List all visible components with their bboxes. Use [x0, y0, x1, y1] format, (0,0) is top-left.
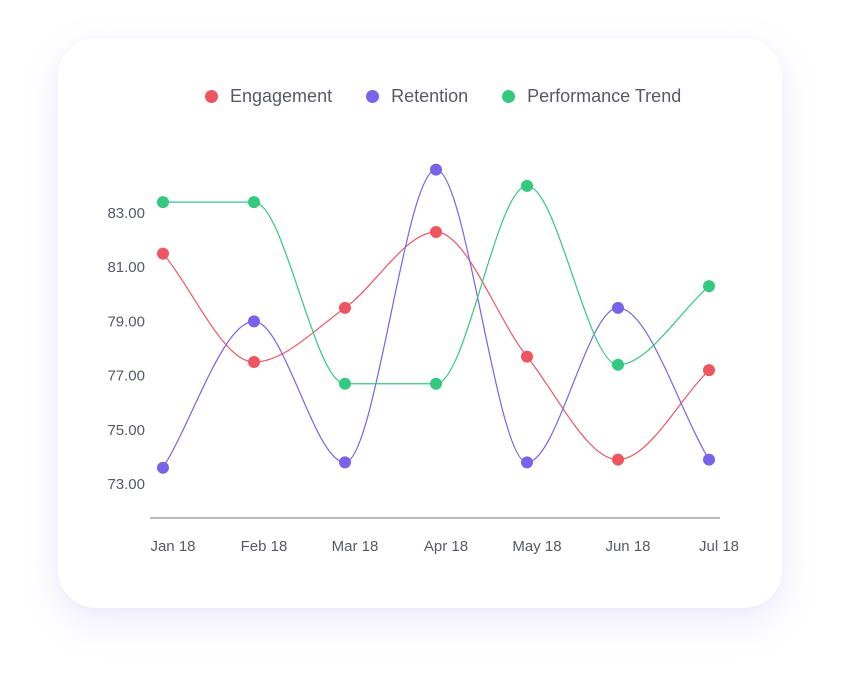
data-point-performance-trend[interactable]	[521, 179, 533, 192]
legend-label-engagement: Engagement	[230, 86, 333, 106]
data-point-engagement[interactable]	[703, 364, 715, 377]
legend-dot-retention	[366, 90, 380, 103]
x-tick-label: Feb 18	[241, 538, 288, 555]
x-axis-ticks: Jan 18 Feb 18 Mar 18 Apr 18 May 18 Jun 18 Jul …	[150, 538, 739, 555]
legend-item-retention[interactable]: Retention	[366, 86, 468, 107]
y-tick-label: 79.00	[107, 313, 145, 330]
data-point-retention[interactable]	[157, 461, 169, 474]
y-axis-ticks: 83.00 81.00 79.00 77.00 75.00 73.00	[107, 205, 145, 493]
data-point-retention[interactable]	[430, 163, 442, 176]
data-point-engagement[interactable]	[521, 350, 533, 363]
chart-legend: Engagement Retention Performance Trend	[205, 86, 681, 107]
data-point-performance-trend[interactable]	[157, 196, 169, 209]
data-point-engagement[interactable]	[430, 225, 442, 238]
series-line-performance-trend	[163, 185, 710, 385]
y-tick-label: 83.00	[107, 205, 145, 222]
legend-label-retention: Retention	[391, 86, 469, 106]
series-line-engagement	[162, 231, 710, 461]
legend-dot-engagement	[205, 90, 218, 103]
data-point-retention[interactable]	[248, 315, 260, 328]
legend-dot-performance-trend	[502, 90, 516, 103]
data-point-retention[interactable]	[521, 456, 533, 469]
data-point-performance-trend[interactable]	[430, 377, 442, 390]
x-tick-label: May 18	[512, 538, 561, 555]
data-point-retention[interactable]	[612, 301, 624, 314]
x-tick-label: Jul 18	[699, 538, 739, 555]
x-tick-label: Jan 18	[150, 538, 195, 555]
data-point-engagement[interactable]	[612, 453, 624, 466]
data-point-engagement[interactable]	[157, 247, 169, 260]
data-point-retention[interactable]	[339, 456, 351, 469]
data-point-engagement[interactable]	[339, 301, 351, 314]
y-tick-label: 81.00	[107, 259, 145, 276]
data-point-performance-trend[interactable]	[248, 196, 260, 209]
data-point-engagement[interactable]	[248, 356, 260, 369]
x-tick-label: Mar 18	[332, 538, 379, 555]
data-point-performance-trend[interactable]	[703, 280, 715, 293]
series-points	[157, 163, 715, 474]
y-tick-label: 77.00	[107, 368, 145, 385]
x-tick-label: Jun 18	[605, 538, 650, 555]
legend-item-engagement[interactable]: Engagement	[205, 86, 332, 107]
y-tick-label: 73.00	[107, 476, 145, 493]
chart-card	[58, 38, 782, 608]
series-line-retention	[162, 169, 710, 469]
legend-item-performance-trend[interactable]: Performance Trend	[502, 86, 681, 107]
legend-label-performance-trend: Performance Trend	[527, 86, 682, 106]
data-point-performance-trend[interactable]	[612, 358, 624, 371]
data-point-performance-trend[interactable]	[339, 377, 351, 390]
data-point-retention[interactable]	[703, 453, 715, 466]
series-lines	[162, 169, 710, 469]
x-tick-label: Apr 18	[424, 538, 468, 555]
y-tick-label: 75.00	[107, 422, 145, 439]
